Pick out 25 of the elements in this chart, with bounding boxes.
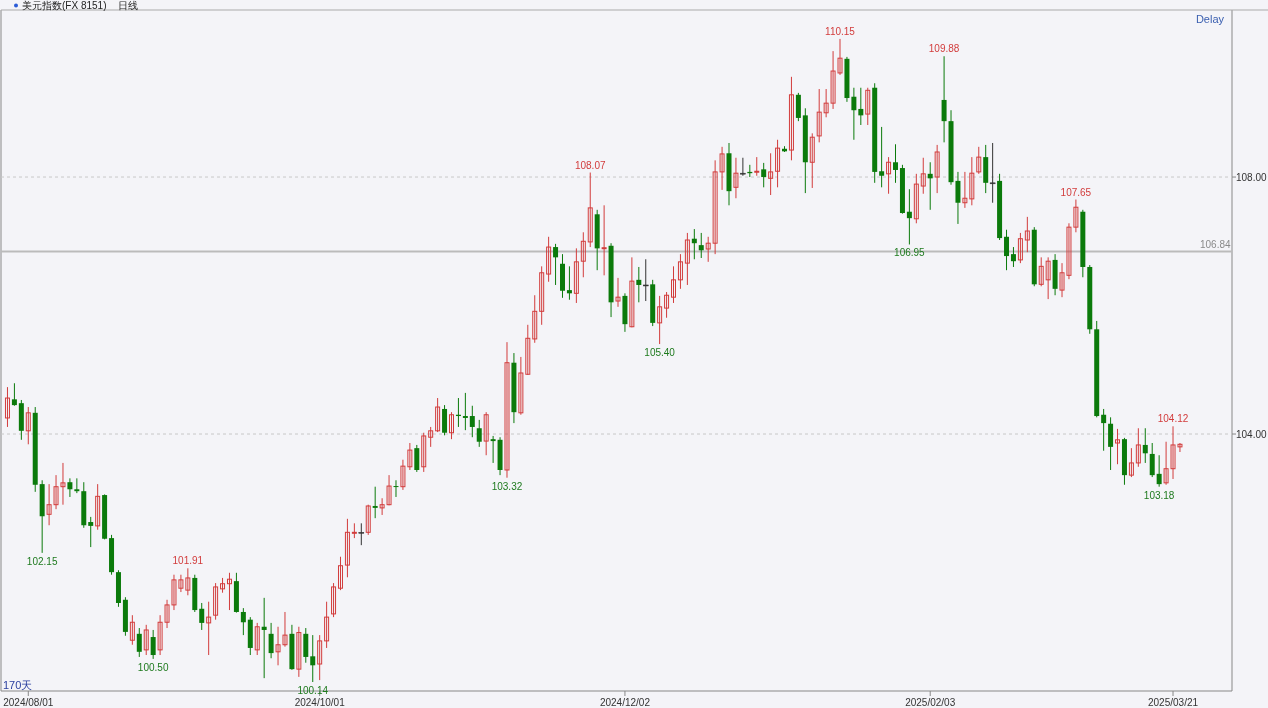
annotation: 103.18 <box>1143 489 1175 501</box>
chart-subtitle: 日线 <box>118 0 139 11</box>
x-tick-label: 2025/02/03 <box>905 697 956 708</box>
annotation: 109.88 <box>928 43 960 55</box>
annotation: 102.15 <box>26 555 58 567</box>
ref-line-label: 106.84 <box>1200 238 1232 250</box>
annotation: 105.40 <box>644 347 676 359</box>
y-tick-label: 108.00 <box>1236 172 1268 184</box>
annotation: 106.95 <box>894 247 926 259</box>
text: Delay <box>1195 13 1225 25</box>
annotation: 104.12 <box>1157 413 1189 425</box>
y-tick-label: 104.00 <box>1236 429 1268 441</box>
x-tick-label: 2024/08/01 <box>3 697 54 708</box>
x-tick-label: 2024/12/02 <box>599 697 651 708</box>
annotation: 107.65 <box>1060 186 1092 198</box>
annotation: 110.15 <box>825 25 856 37</box>
annotation: 101.91 <box>172 555 204 567</box>
annotation: 103.32 <box>491 480 523 492</box>
chart-title: 美元指数(FX 8151) <box>22 0 107 11</box>
x-tick-label: 2025/03/21 <box>1148 697 1199 708</box>
x-tick-label: 2024/10/01 <box>294 697 346 708</box>
annotation: 100.14 <box>297 685 329 697</box>
annotation: 108.07 <box>574 159 606 171</box>
annotation: 100.50 <box>137 661 169 673</box>
annotation: 170天 <box>3 679 33 691</box>
